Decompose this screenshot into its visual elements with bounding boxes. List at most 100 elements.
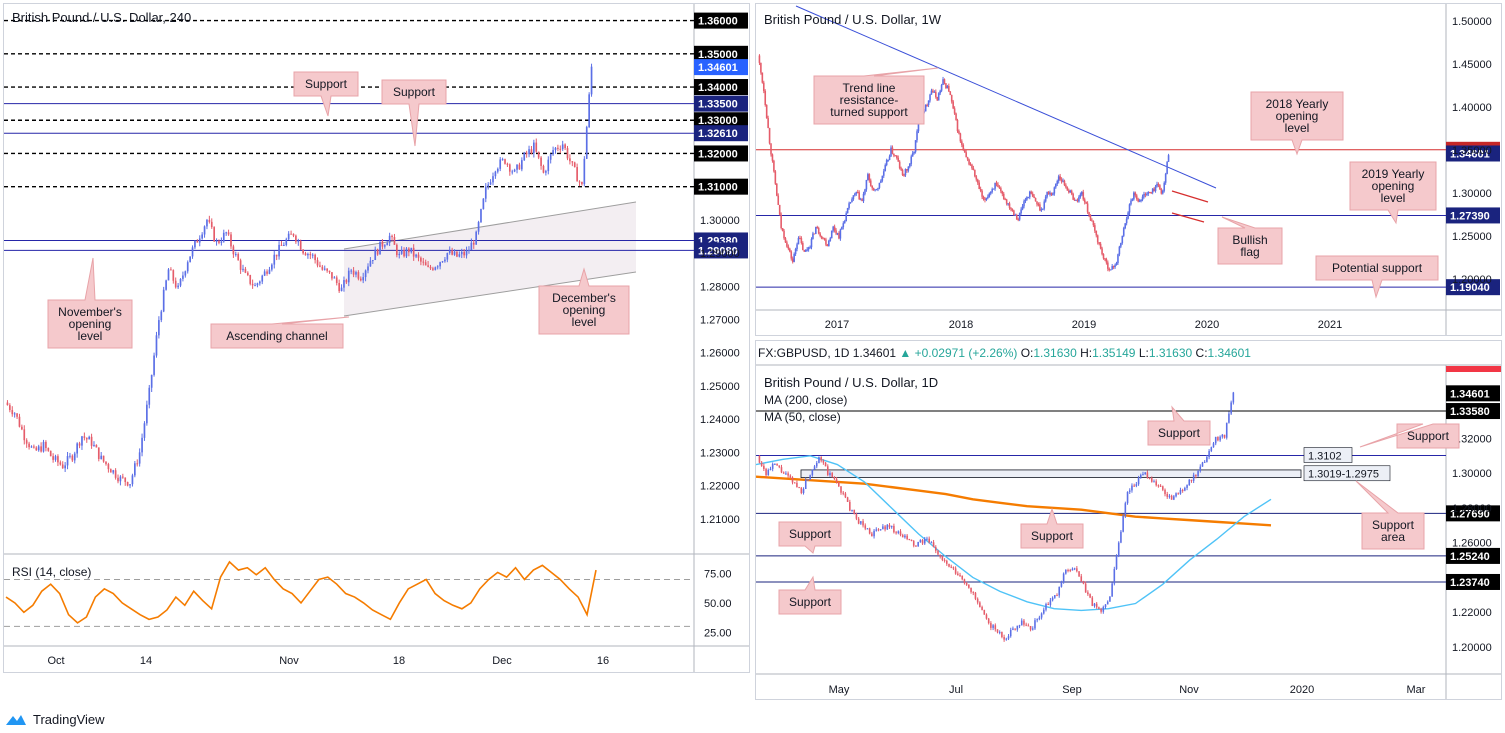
candle-body (533, 142, 535, 154)
candle-body (45, 441, 47, 449)
candle-body (21, 426, 23, 430)
candle-body (28, 443, 30, 448)
candle-body (809, 247, 811, 249)
candle-body (846, 207, 849, 214)
candle-body (842, 492, 845, 494)
d1-price-label-5-box (1446, 573, 1500, 590)
candle-body (331, 272, 333, 279)
level-1-3102-box (1303, 447, 1353, 463)
candle-body (184, 271, 187, 276)
candle-body (1060, 179, 1063, 182)
h4-title: British Pound / U.S. Dollar, 240 (12, 10, 191, 25)
candle-body (542, 165, 545, 173)
candle-body (1203, 461, 1206, 463)
candle-body (830, 230, 833, 239)
candle-body (143, 423, 146, 438)
w1-x-tick: 2019 (1072, 319, 1096, 331)
candle-body (1107, 262, 1109, 269)
candle-body (571, 161, 574, 163)
candle-body (1088, 212, 1090, 215)
weekly-chart[interactable]: 1.350301.346011.273901.190401.500001.450… (756, 4, 1502, 336)
candle-body (290, 233, 292, 235)
candle-body (907, 166, 910, 171)
candle-body (862, 521, 864, 526)
candle-body (1062, 573, 1065, 583)
candle-body (186, 262, 189, 272)
candle-body (913, 151, 915, 154)
candle-body (983, 609, 986, 615)
candle-body (381, 241, 384, 247)
candle-body (884, 165, 887, 172)
w1-y-tick: 1.20000 (1452, 274, 1492, 286)
h4-callout-december: level (572, 315, 597, 329)
candle-body (862, 193, 865, 202)
candle-body (987, 196, 989, 199)
candle-body (1016, 625, 1019, 630)
candle-body (581, 181, 583, 185)
daily-chart[interactable]: FX:GBPUSD, 1D 1.34601 ▲ +0.02971 (+2.26%… (756, 341, 1502, 700)
candle-body (887, 159, 889, 161)
candle-body (790, 251, 793, 259)
candle-body (934, 547, 937, 551)
candle-body (946, 86, 949, 89)
candle-body (564, 144, 566, 149)
candle-body (328, 270, 331, 273)
candle-body (105, 461, 107, 465)
candle-body (943, 79, 946, 84)
candle-body (1115, 262, 1118, 266)
candle-body (1086, 203, 1089, 213)
candle-body (1052, 193, 1054, 195)
candle-body (882, 171, 885, 176)
d1-callout-support-right-bubble (1359, 423, 1460, 449)
candle-body (888, 156, 891, 160)
candle-body (1025, 624, 1027, 626)
candle-body (88, 436, 91, 440)
h4-callout-november: opening (69, 317, 112, 331)
tradingview-footer[interactable]: TradingView (4, 709, 105, 729)
h4-x-tick: Oct (47, 655, 64, 667)
h4-y-tick: 1.26000 (700, 348, 740, 360)
w1-x-tick: 2017 (825, 319, 849, 331)
candle-body (311, 254, 314, 256)
h4-y-tick: 1.24000 (700, 414, 740, 426)
candle-body (578, 181, 581, 183)
candle-body (16, 413, 18, 417)
h4-price-label-4-box (694, 95, 748, 112)
w1-callout-flag-bubble (1217, 216, 1283, 265)
candle-body (307, 253, 309, 256)
d1-callout-support-top: Support (1158, 426, 1201, 440)
candle-body (1219, 436, 1221, 441)
d1-x-tick: May (829, 684, 850, 696)
candle-body (530, 149, 533, 154)
candle-body (182, 275, 184, 279)
w1-callout-potential-bubble (1315, 255, 1439, 299)
candle-body (989, 191, 992, 194)
candle-body (956, 119, 959, 132)
candle-body (962, 144, 965, 150)
h4-price-label-7-box (694, 145, 748, 162)
candle-body (919, 540, 922, 543)
candle-body (890, 525, 893, 528)
candle-body (854, 193, 856, 196)
candle-body (482, 198, 485, 210)
w1-y-tick: 1.45000 (1452, 59, 1492, 71)
candle-body (829, 238, 832, 241)
h4-chart-panel[interactable]: 1.36000 1.35000 1.34601 1.34000 1.33500 1.330… (3, 3, 750, 673)
daily-chart-panel[interactable]: FX:GBPUSD, 1D 1.34601 ▲ +0.02971 (+2.26%… (755, 340, 1502, 700)
candle-body (1117, 542, 1120, 557)
candle-body (410, 247, 413, 253)
weekly-chart-panel[interactable]: 1.350301.346011.273901.190401.500001.450… (755, 3, 1502, 336)
candle-body (179, 278, 182, 286)
candle-body (1181, 489, 1184, 491)
candle-body (1045, 604, 1047, 610)
candle-body (292, 233, 295, 236)
candle-body (842, 223, 845, 228)
candle-body (1139, 474, 1142, 478)
candle-body (352, 270, 355, 275)
candle-body (1144, 472, 1146, 475)
candle-body (1030, 191, 1033, 194)
candle-body (965, 583, 968, 585)
candle-body (1073, 199, 1076, 201)
h4-price-label-3-box (694, 79, 748, 96)
